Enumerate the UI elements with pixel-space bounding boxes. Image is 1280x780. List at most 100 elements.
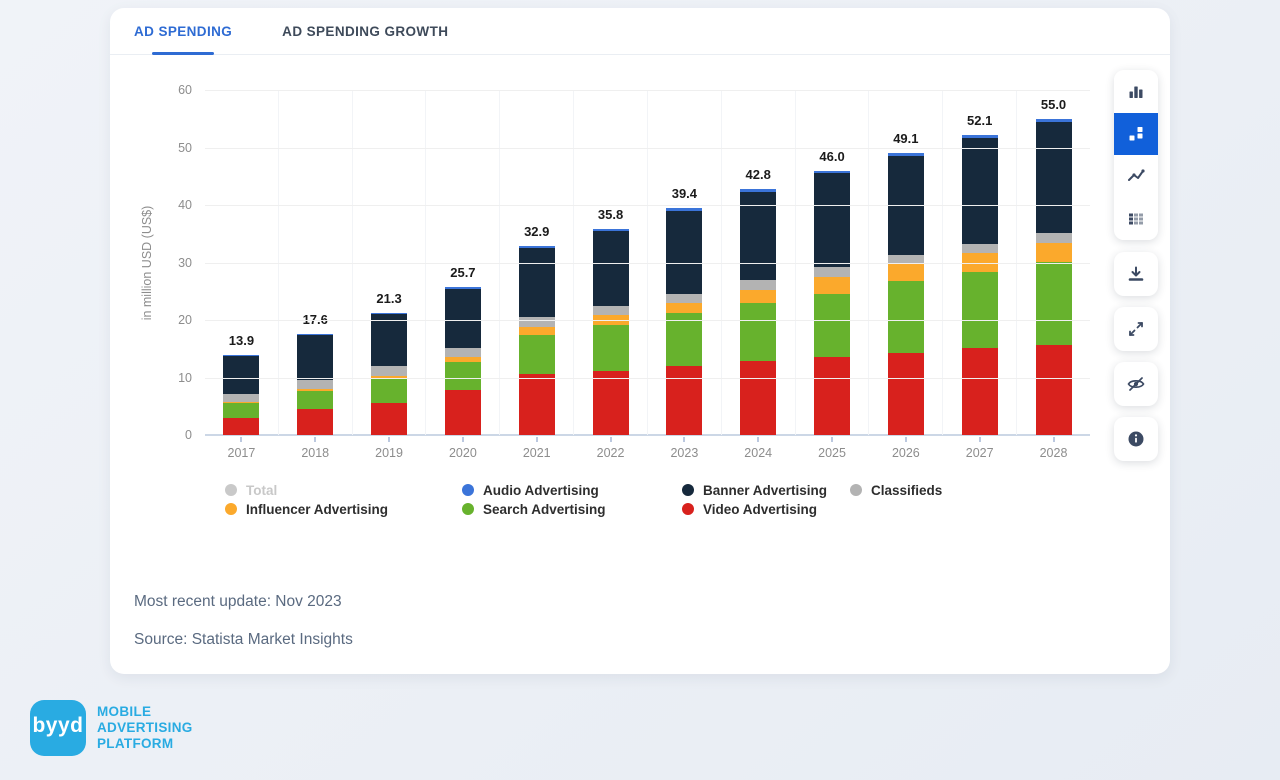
line-chart-button[interactable] bbox=[1114, 155, 1158, 198]
bar-segment-search-advertising[interactable] bbox=[961, 271, 998, 349]
tab-ad-spending[interactable]: AD SPENDING bbox=[134, 8, 232, 55]
stacked-bar-2022[interactable] bbox=[592, 229, 629, 435]
download-button[interactable] bbox=[1114, 252, 1158, 296]
bar-segment-banner-advertising[interactable] bbox=[1035, 121, 1072, 233]
bar-segment-audio-advertising[interactable] bbox=[297, 333, 334, 335]
bar-segment-audio-advertising[interactable] bbox=[518, 245, 555, 249]
x-tick-label: 2023 bbox=[670, 446, 699, 460]
legend-item-video-advertising[interactable]: Video Advertising bbox=[682, 501, 850, 517]
bar-segment-banner-advertising[interactable] bbox=[961, 137, 998, 244]
bar-segment-video-advertising[interactable] bbox=[223, 418, 260, 435]
bar-segment-video-advertising[interactable] bbox=[887, 353, 924, 435]
stacked-bar-2018[interactable] bbox=[297, 333, 334, 435]
bar-segment-banner-advertising[interactable] bbox=[223, 356, 260, 395]
bar-segment-video-advertising[interactable] bbox=[1035, 344, 1072, 435]
bar-segment-video-advertising[interactable] bbox=[592, 371, 629, 435]
bar-segment-banner-advertising[interactable] bbox=[297, 334, 334, 381]
legend-item-influencer-advertising[interactable]: Influencer Advertising bbox=[225, 501, 462, 517]
bar-segment-banner-advertising[interactable] bbox=[518, 248, 555, 317]
stacked-bar-2020[interactable] bbox=[444, 287, 481, 435]
bar-segment-classifieds[interactable] bbox=[297, 380, 334, 390]
bar-segment-video-advertising[interactable] bbox=[518, 374, 555, 435]
bar-segment-search-advertising[interactable] bbox=[814, 293, 851, 357]
legend-item-audio-advertising[interactable]: Audio Advertising bbox=[462, 482, 682, 498]
bar-segment-classifieds[interactable] bbox=[740, 279, 777, 291]
bar-segment-banner-advertising[interactable] bbox=[666, 210, 703, 295]
bar-segment-video-advertising[interactable] bbox=[297, 409, 334, 435]
bar-segment-audio-advertising[interactable] bbox=[592, 229, 629, 232]
bar-segment-classifieds[interactable] bbox=[223, 394, 260, 402]
tab-ad-spending-growth[interactable]: AD SPENDING GROWTH bbox=[282, 8, 448, 54]
bar-segment-search-advertising[interactable] bbox=[223, 403, 260, 419]
bar-chart-button[interactable] bbox=[1114, 70, 1158, 113]
bar-segment-audio-advertising[interactable] bbox=[740, 188, 777, 192]
bar-segment-video-advertising[interactable] bbox=[666, 366, 703, 435]
bar-segment-audio-advertising[interactable] bbox=[887, 152, 924, 156]
bar-segment-influencer-advertising[interactable] bbox=[740, 290, 777, 303]
bar-segment-search-advertising[interactable] bbox=[518, 334, 555, 375]
bar-segment-banner-advertising[interactable] bbox=[814, 173, 851, 268]
stacked-bar-2025[interactable] bbox=[814, 170, 851, 435]
bar-segment-search-advertising[interactable] bbox=[1035, 261, 1072, 345]
bar-segment-classifieds[interactable] bbox=[1035, 232, 1072, 243]
hide-labels-button[interactable] bbox=[1114, 362, 1158, 406]
bar-segment-classifieds[interactable] bbox=[887, 255, 924, 264]
bar-segment-banner-advertising[interactable] bbox=[371, 313, 408, 367]
stacked-bar-2021[interactable] bbox=[518, 245, 555, 435]
bar-segment-classifieds[interactable] bbox=[961, 243, 998, 254]
bar-segment-video-advertising[interactable] bbox=[444, 389, 481, 435]
bar-segment-influencer-advertising[interactable] bbox=[887, 263, 924, 282]
bar-segment-influencer-advertising[interactable] bbox=[297, 389, 334, 392]
bar-segment-video-advertising[interactable] bbox=[371, 402, 408, 435]
bar-segment-audio-advertising[interactable] bbox=[444, 287, 481, 289]
bar-segment-influencer-advertising[interactable] bbox=[444, 356, 481, 362]
bar-segment-influencer-advertising[interactable] bbox=[223, 401, 260, 404]
bar-segment-search-advertising[interactable] bbox=[740, 302, 777, 361]
bar-segment-audio-advertising[interactable] bbox=[223, 355, 260, 357]
bar-segment-influencer-advertising[interactable] bbox=[1035, 242, 1072, 262]
y-tick-label: 30 bbox=[178, 255, 192, 270]
bar-segment-video-advertising[interactable] bbox=[961, 348, 998, 435]
bar-segment-audio-advertising[interactable] bbox=[371, 312, 408, 314]
stacked-bar-2023[interactable] bbox=[666, 208, 703, 435]
bar-segment-classifieds[interactable] bbox=[666, 294, 703, 304]
stacked-bar-2019[interactable] bbox=[371, 312, 408, 435]
bar-segment-video-advertising[interactable] bbox=[740, 360, 777, 435]
legend-item-total[interactable]: Total bbox=[225, 482, 462, 498]
bar-segment-influencer-advertising[interactable] bbox=[666, 303, 703, 314]
bar-segment-search-advertising[interactable] bbox=[592, 325, 629, 372]
bar-segment-search-advertising[interactable] bbox=[887, 281, 924, 354]
bar-segment-search-advertising[interactable] bbox=[371, 379, 408, 403]
bar-segment-search-advertising[interactable] bbox=[444, 361, 481, 390]
stacked-bar-2028[interactable] bbox=[1035, 118, 1072, 435]
bar-segment-classifieds[interactable] bbox=[592, 306, 629, 315]
bar-segment-classifieds[interactable] bbox=[371, 366, 408, 376]
legend-item-classifieds[interactable]: Classifieds bbox=[850, 482, 942, 498]
bar-segment-classifieds[interactable] bbox=[518, 316, 555, 327]
bar-segment-classifieds[interactable] bbox=[444, 347, 481, 357]
stacked-bar-chart-button[interactable] bbox=[1114, 112, 1158, 155]
fullscreen-button[interactable] bbox=[1114, 307, 1158, 351]
stacked-bar-2027[interactable] bbox=[961, 135, 998, 435]
legend-item-banner-advertising[interactable]: Banner Advertising bbox=[682, 482, 850, 498]
bar-segment-video-advertising[interactable] bbox=[814, 356, 851, 435]
bar-segment-audio-advertising[interactable] bbox=[961, 135, 998, 138]
bar-segment-banner-advertising[interactable] bbox=[740, 191, 777, 280]
data-table-button[interactable] bbox=[1114, 197, 1158, 240]
bar-segment-audio-advertising[interactable] bbox=[1035, 118, 1072, 122]
bar-segment-influencer-advertising[interactable] bbox=[518, 326, 555, 335]
bar-segment-audio-advertising[interactable] bbox=[814, 170, 851, 174]
stacked-bar-2017[interactable] bbox=[223, 355, 260, 435]
stacked-bar-2024[interactable] bbox=[740, 188, 777, 435]
stacked-bar-2026[interactable] bbox=[887, 152, 924, 435]
bar-segment-classifieds[interactable] bbox=[814, 267, 851, 278]
bar-segment-banner-advertising[interactable] bbox=[444, 288, 481, 348]
info-button[interactable] bbox=[1114, 417, 1158, 461]
bar-segment-search-advertising[interactable] bbox=[297, 391, 334, 410]
bar-segment-influencer-advertising[interactable] bbox=[814, 277, 851, 294]
legend-item-search-advertising[interactable]: Search Advertising bbox=[462, 501, 682, 517]
bar-segment-audio-advertising[interactable] bbox=[666, 208, 703, 211]
y-tick-label: 40 bbox=[178, 198, 192, 212]
bar-segment-banner-advertising[interactable] bbox=[592, 231, 629, 307]
bar-segment-search-advertising[interactable] bbox=[666, 313, 703, 366]
